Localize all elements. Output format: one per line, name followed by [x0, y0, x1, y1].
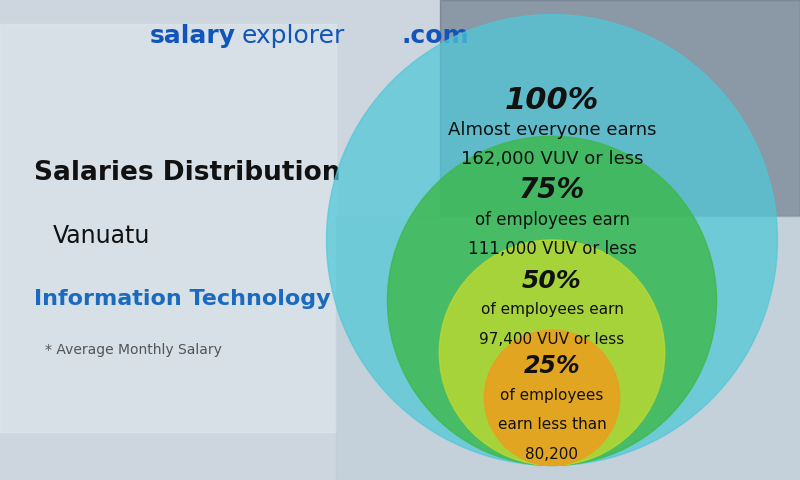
Text: 162,000 VUV or less: 162,000 VUV or less [461, 150, 643, 168]
Text: 97,400 VUV or less: 97,400 VUV or less [479, 332, 625, 347]
Bar [0, 24, 336, 432]
Text: salary: salary [150, 24, 236, 48]
Text: 100%: 100% [505, 86, 599, 115]
Text: .com: .com [402, 24, 470, 48]
Text: explorer: explorer [242, 24, 345, 48]
Text: Salaries Distribution: Salaries Distribution [34, 160, 341, 186]
Text: of employees: of employees [500, 388, 604, 403]
Text: 25%: 25% [524, 354, 580, 378]
Text: earn less than: earn less than [498, 418, 606, 432]
Circle shape [387, 136, 717, 466]
Text: * Average Monthly Salary: * Average Monthly Salary [46, 343, 222, 357]
Text: of employees earn: of employees earn [474, 211, 630, 228]
Text: 80,200: 80,200 [526, 447, 578, 462]
Text: 50%: 50% [522, 269, 582, 293]
Text: Almost everyone earns: Almost everyone earns [448, 120, 656, 139]
Text: 111,000 VUV or less: 111,000 VUV or less [467, 240, 637, 258]
Bar [336, 216, 800, 480]
Bar [440, 0, 800, 216]
Text: 75%: 75% [519, 176, 585, 204]
Text: Information Technology: Information Technology [34, 288, 331, 309]
Circle shape [326, 14, 778, 466]
Text: Vanuatu: Vanuatu [53, 224, 150, 248]
Circle shape [484, 330, 620, 466]
Circle shape [439, 240, 665, 466]
Text: of employees earn: of employees earn [481, 302, 623, 317]
